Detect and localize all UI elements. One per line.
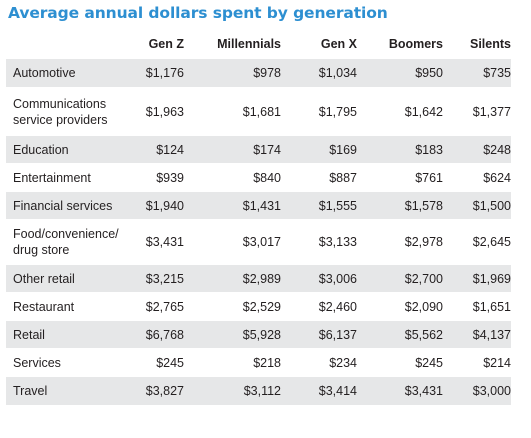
column-header: Gen Z — [148, 37, 184, 51]
value-cell: $1,795 — [281, 87, 357, 136]
value-cell: $6,137 — [281, 320, 357, 349]
value-cell: $3,215 — [124, 264, 184, 293]
value-cell: $1,500 — [443, 191, 511, 220]
value-cell: $234 — [281, 348, 357, 377]
value-cell: $2,765 — [124, 292, 184, 321]
value-cell: $1,940 — [124, 191, 184, 220]
value-cell: $840 — [184, 163, 281, 192]
value-cell: $1,651 — [443, 292, 511, 321]
table-row: Entertainment $939 $840 $887 $761 $624 — [6, 163, 511, 192]
row-label: Food/convenience/ drug store — [6, 219, 124, 265]
row-label: Automotive — [6, 58, 124, 88]
table-body: Automotive $1,176 $978 $1,034 $950 $735 Commun… — [6, 58, 511, 405]
value-cell: $978 — [184, 58, 281, 88]
value-cell: $3,006 — [281, 264, 357, 293]
value-cell: $1,969 — [443, 264, 511, 293]
table-row: Other retail $3,215 $2,989 $3,006 $2,700 $1,9… — [6, 264, 511, 293]
value-cell: $887 — [281, 163, 357, 192]
value-cell: $950 — [357, 58, 443, 88]
column-header: Silents — [470, 37, 511, 51]
header-blank — [6, 30, 124, 59]
value-cell: $3,431 — [357, 376, 443, 405]
value-cell: $3,414 — [281, 376, 357, 405]
column-header: Gen X — [320, 37, 357, 51]
value-cell: $3,017 — [184, 219, 281, 265]
value-cell: $5,928 — [184, 320, 281, 349]
row-label: Travel — [6, 376, 124, 405]
table-row: Travel $3,827 $3,112 $3,414 $3,431 $3,000 — [6, 376, 511, 405]
row-label: Restaurant — [6, 292, 124, 321]
value-cell: $1,642 — [357, 87, 443, 136]
value-cell: $245 — [124, 348, 184, 377]
column-header: Boomers — [388, 37, 443, 51]
value-cell: $1,555 — [281, 191, 357, 220]
value-cell: $3,431 — [124, 219, 184, 265]
value-cell: $3,133 — [281, 219, 357, 265]
row-label: Entertainment — [6, 163, 124, 192]
value-cell: $3,112 — [184, 376, 281, 405]
row-label: Retail — [6, 320, 124, 349]
value-cell: $6,768 — [124, 320, 184, 349]
header-row: Gen Z Millennials Gen X Boomers Silents — [6, 30, 511, 59]
value-cell: $2,700 — [357, 264, 443, 293]
value-cell: $3,827 — [124, 376, 184, 405]
value-cell: $245 — [357, 348, 443, 377]
spending-table: Gen Z Millennials Gen X Boomers Silents … — [6, 30, 511, 405]
value-cell: $939 — [124, 163, 184, 192]
value-cell: $1,431 — [184, 191, 281, 220]
value-cell: $2,978 — [357, 219, 443, 265]
table-row: Financial services $1,940 $1,431 $1,555 $1,5… — [6, 191, 511, 220]
table-row: Education $124 $174 $169 $183 $248 — [6, 135, 511, 164]
value-cell: $183 — [357, 135, 443, 164]
table-row: Services $245 $218 $234 $245 $214 — [6, 348, 511, 377]
value-cell: $2,645 — [443, 219, 511, 265]
value-cell: $1,176 — [124, 58, 184, 88]
value-cell: $1,681 — [184, 87, 281, 136]
row-label: Financial services — [6, 191, 124, 220]
row-label: Services — [6, 348, 124, 377]
value-cell: $124 — [124, 135, 184, 164]
value-cell: $174 — [184, 135, 281, 164]
value-cell: $4,137 — [443, 320, 511, 349]
chart-title: Average annual dollars spent by generati… — [8, 4, 388, 22]
value-cell: $2,529 — [184, 292, 281, 321]
value-cell: $2,460 — [281, 292, 357, 321]
value-cell: $2,090 — [357, 292, 443, 321]
table-row: Automotive $1,176 $978 $1,034 $950 $735 — [6, 58, 511, 88]
value-cell: $1,034 — [281, 58, 357, 88]
value-cell: $5,562 — [357, 320, 443, 349]
value-cell: $214 — [443, 348, 511, 377]
value-cell: $624 — [443, 163, 511, 192]
row-label: Education — [6, 135, 124, 164]
value-cell: $735 — [443, 58, 511, 88]
value-cell: $1,377 — [443, 87, 511, 136]
value-cell: $248 — [443, 135, 511, 164]
value-cell: $218 — [184, 348, 281, 377]
value-cell: $169 — [281, 135, 357, 164]
value-cell: $2,989 — [184, 264, 281, 293]
column-header: Millennials — [217, 37, 281, 51]
value-cell: $761 — [357, 163, 443, 192]
value-cell: $3,000 — [443, 376, 511, 405]
row-label: Other retail — [6, 264, 124, 293]
value-cell: $1,578 — [357, 191, 443, 220]
value-cell: $1,963 — [124, 87, 184, 136]
table-row: Retail $6,768 $5,928 $6,137 $5,562 $4,137 — [6, 320, 511, 349]
row-label: Communications service providers — [6, 87, 124, 136]
table-row: Restaurant $2,765 $2,529 $2,460 $2,090 $1,651 — [6, 292, 511, 321]
table-row: Food/convenience/ drug store $3,431 $3,017… — [6, 219, 511, 265]
table-row: Communications service providers $1,963 $1… — [6, 87, 511, 136]
